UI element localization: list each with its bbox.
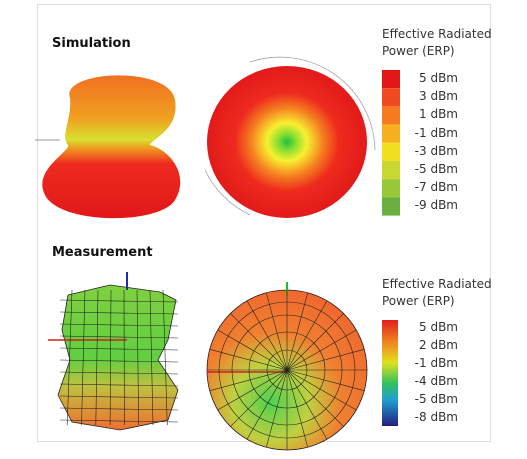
legend-swatch [382,142,400,161]
legend-label: -1 dBm [414,356,458,370]
mesh-line [286,349,365,371]
mesh-line [66,289,73,426]
simulation-top-pattern [204,56,376,218]
legend-swatch [382,197,400,216]
mesh-line [266,292,288,371]
measurement-color-scale [382,320,398,426]
legend-label: -1 dBm [414,125,458,140]
mesh-ring [266,349,308,391]
mesh-line [286,329,357,371]
mesh-ring [248,331,326,409]
simulation-3d-pattern [35,75,181,219]
legend-label: -5 dBm [414,162,458,176]
mesh-line [286,300,328,371]
mesh-ring [231,314,343,426]
mesh-line [59,335,179,339]
measurement-top-pattern [206,282,368,451]
legend-title: Power (ERP) [382,294,455,308]
legend-swatch [382,106,400,125]
mesh-ring [218,301,356,439]
mesh-line [81,289,86,426]
mesh-line [162,289,168,426]
legend-swatch [382,161,400,180]
mesh-line [230,313,288,371]
mesh-line [230,369,288,427]
mesh-line [59,371,179,375]
legend-label: -5 dBm [414,392,458,406]
mesh-line [59,323,179,327]
mesh-line [109,289,112,426]
legend-label: 5 dBm [419,320,458,334]
mesh-line [266,369,288,448]
legend-swatch [382,88,400,107]
mesh-line [286,369,344,427]
mesh-line [286,369,365,391]
mesh-line [286,369,328,440]
mesh-line [59,347,179,351]
legend-label: 1 dBm [419,107,458,122]
legend-label: -8 dBm [414,410,458,424]
mesh-line [286,369,357,411]
measurement-3d-pattern [48,272,179,431]
mesh-line [59,383,179,387]
section-title: Measurement [52,245,153,260]
mesh-line [59,407,179,411]
legend-title: Effective Radiated [382,27,492,41]
mesh-line [59,419,179,423]
mesh-line [59,311,179,315]
legend-label: -9 dBm [414,198,458,213]
legend-label: -3 dBm [414,143,458,158]
mesh-line [209,349,288,371]
mesh-line [136,289,139,426]
mesh-line [286,369,308,448]
legend-title: Effective Radiated [382,277,492,291]
mesh-line [149,289,154,426]
legend-label: -7 dBm [414,180,458,195]
legend-label: -4 dBm [414,374,458,388]
mesh-line [59,359,179,363]
mesh-line [246,369,288,440]
mesh-line [59,395,179,399]
legend-label: 2 dBm [419,338,458,352]
mesh-line [209,369,288,391]
mesh-line [217,369,288,411]
legend-title: Power (ERP) [382,44,455,58]
legend-label: 3 dBm [419,89,458,104]
mesh-line [286,313,344,371]
mesh-line [286,292,308,371]
section-title: Simulation [52,36,131,51]
mesh-line [59,299,179,303]
legend-swatch [382,179,400,198]
legend-swatch [382,70,400,89]
mesh-line [95,289,99,426]
mesh-line [246,300,288,371]
legend-label: 5 dBm [419,71,458,85]
legend-swatch [382,124,400,143]
mesh-line [217,329,288,371]
